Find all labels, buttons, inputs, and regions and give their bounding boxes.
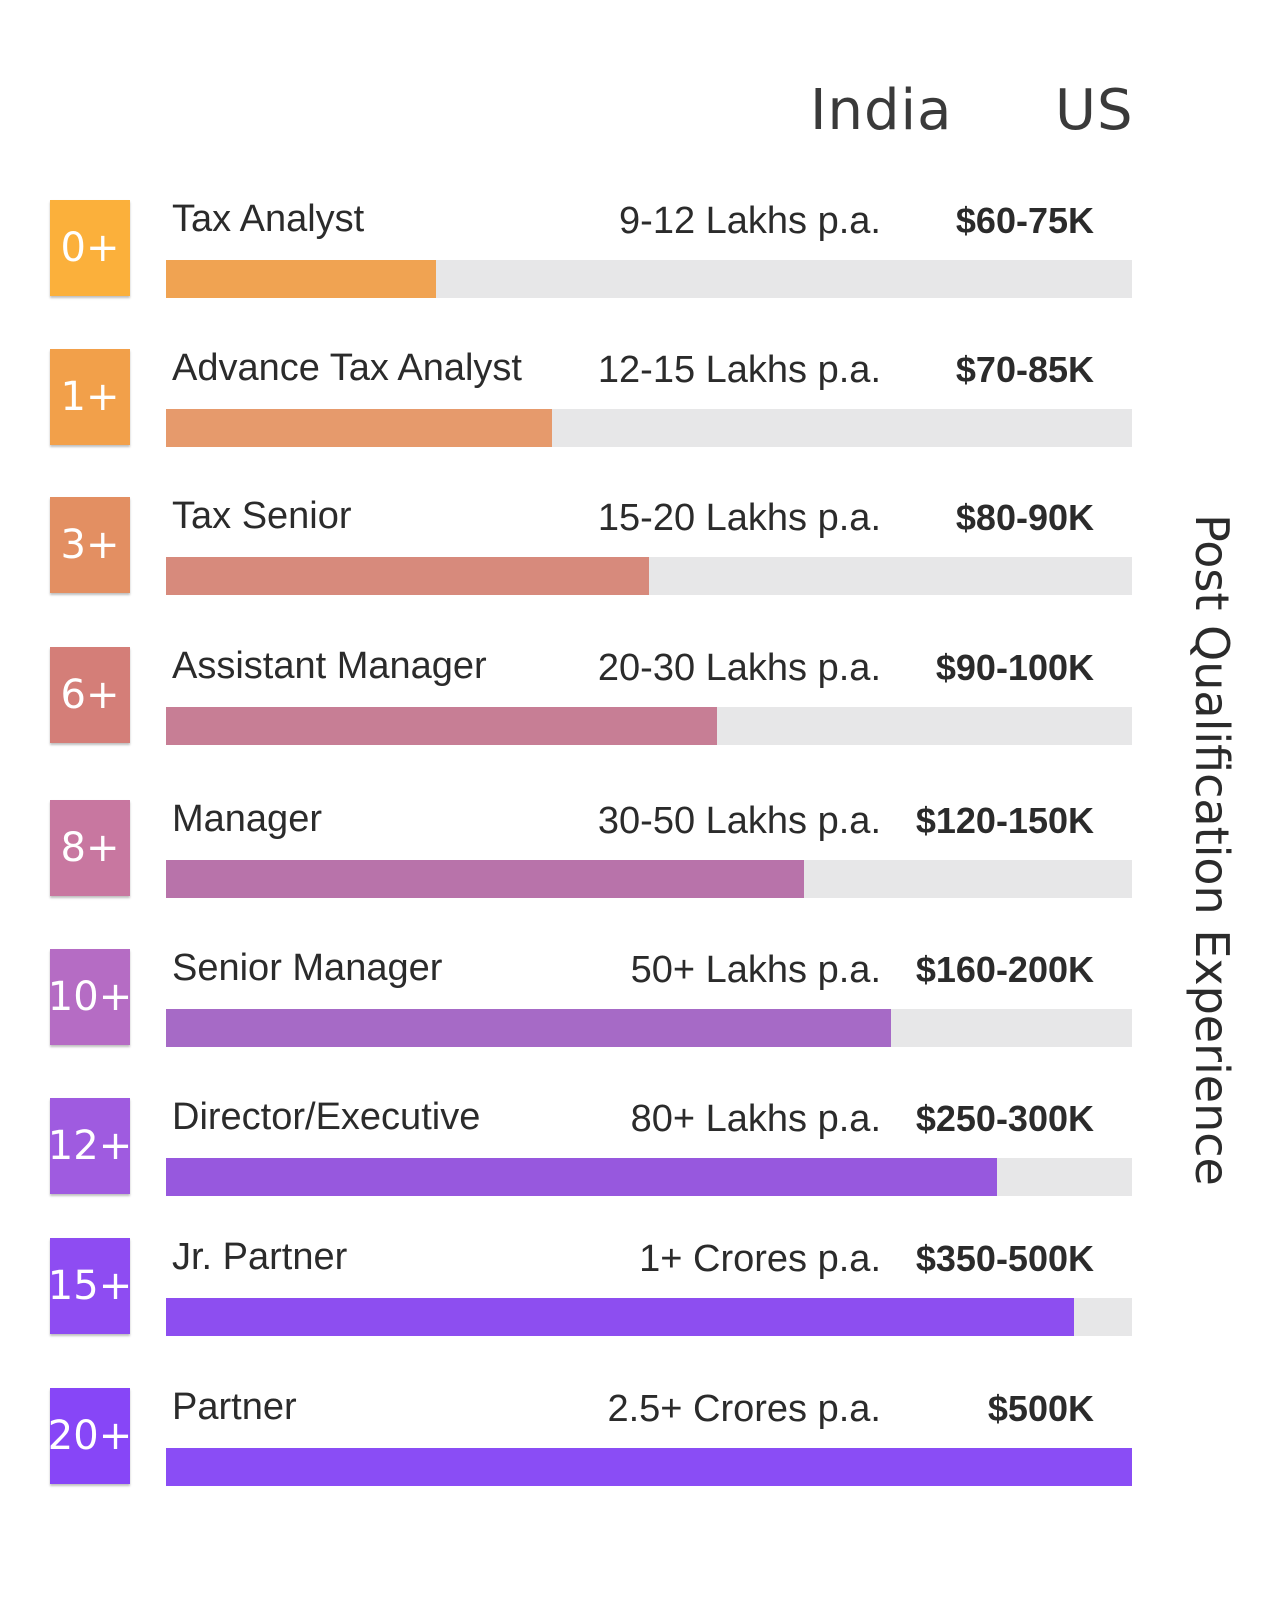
role-label: Manager — [172, 798, 322, 840]
chart-row: 1+ Advance Tax Analyst 12-15 Lakhs p.a. $70… — [0, 347, 1284, 459]
india-salary-label: 12-15 Lakhs p.a. — [597, 349, 881, 391]
bar-fill — [166, 1158, 997, 1196]
role-label: Assistant Manager — [172, 645, 487, 687]
column-header-india: India — [810, 78, 953, 143]
bar-track — [166, 707, 1132, 745]
chart-row: 8+ Manager 30-50 Lakhs p.a. $120-150K — [0, 798, 1284, 910]
us-salary-label: $500K — [987, 1388, 1094, 1429]
india-salary-label: 1+ Crores p.a. — [639, 1238, 881, 1280]
chart-row: 15+ Jr. Partner 1+ Crores p.a. $350-500K — [0, 1236, 1284, 1348]
bar-track — [166, 557, 1132, 595]
bar-track — [166, 1158, 1132, 1196]
experience-badge: 0+ — [50, 200, 130, 296]
bar-track — [166, 860, 1132, 898]
role-label: Director/Executive — [172, 1096, 481, 1138]
bar-fill — [166, 557, 649, 595]
bar-fill — [166, 260, 436, 298]
india-salary-label: 2.5+ Crores p.a. — [607, 1388, 881, 1430]
experience-badge: 8+ — [50, 800, 130, 896]
us-salary-label: $350-500K — [915, 1238, 1094, 1279]
us-salary-label: $80-90K — [955, 497, 1094, 538]
role-label: Partner — [172, 1386, 297, 1428]
role-label: Tax Analyst — [172, 198, 365, 240]
bar-track — [166, 1298, 1132, 1336]
role-label: Advance Tax Analyst — [172, 347, 522, 389]
us-salary-label: $250-300K — [915, 1098, 1094, 1139]
india-salary-label: 50+ Lakhs p.a. — [630, 949, 881, 991]
experience-badge: 1+ — [50, 349, 130, 445]
column-header-us: US — [1055, 78, 1134, 143]
chart-row: 0+ Tax Analyst 9-12 Lakhs p.a. $60-75K — [0, 198, 1284, 310]
experience-badge: 6+ — [50, 647, 130, 743]
bar-fill — [166, 409, 552, 447]
chart-row: 6+ Assistant Manager 20-30 Lakhs p.a. $90-1… — [0, 645, 1284, 757]
role-label: Senior Manager — [172, 947, 443, 989]
bar-fill — [166, 1009, 891, 1047]
role-label: Jr. Partner — [172, 1236, 348, 1278]
bar-track — [166, 409, 1132, 447]
us-salary-label: $70-85K — [955, 349, 1094, 390]
bar-track — [166, 1009, 1132, 1047]
experience-badge: 10+ — [48, 949, 132, 1045]
bar-fill — [166, 1298, 1074, 1336]
bar-fill — [166, 860, 804, 898]
axis-label-experience: Post Qualification Experience — [1185, 514, 1239, 1186]
bar-track — [166, 1448, 1132, 1486]
experience-badge: 15+ — [48, 1238, 132, 1334]
chart-row: 10+ Senior Manager 50+ Lakhs p.a. $160-200K — [0, 947, 1284, 1059]
india-salary-label: 30-50 Lakhs p.a. — [597, 800, 881, 842]
chart-row: 3+ Tax Senior 15-20 Lakhs p.a. $80-90K — [0, 495, 1284, 607]
bar-track — [166, 260, 1132, 298]
india-salary-label: 9-12 Lakhs p.a. — [619, 200, 881, 242]
experience-badge: 20+ — [48, 1388, 132, 1484]
us-salary-label: $120-150K — [915, 800, 1094, 841]
chart-row: 20+ Partner 2.5+ Crores p.a. $500K — [0, 1386, 1284, 1498]
experience-badge: 3+ — [50, 497, 130, 593]
role-label: Tax Senior — [172, 495, 352, 537]
india-salary-label: 20-30 Lakhs p.a. — [597, 647, 881, 689]
us-salary-label: $160-200K — [915, 949, 1094, 990]
us-salary-label: $90-100K — [935, 647, 1094, 688]
india-salary-label: 80+ Lakhs p.a. — [630, 1098, 881, 1140]
experience-badge: 12+ — [48, 1098, 132, 1194]
bar-fill — [166, 1448, 1132, 1486]
india-salary-label: 15-20 Lakhs p.a. — [597, 497, 881, 539]
bar-fill — [166, 707, 717, 745]
us-salary-label: $60-75K — [955, 200, 1094, 241]
chart-row: 12+ Director/Executive 80+ Lakhs p.a. $250-… — [0, 1096, 1284, 1208]
